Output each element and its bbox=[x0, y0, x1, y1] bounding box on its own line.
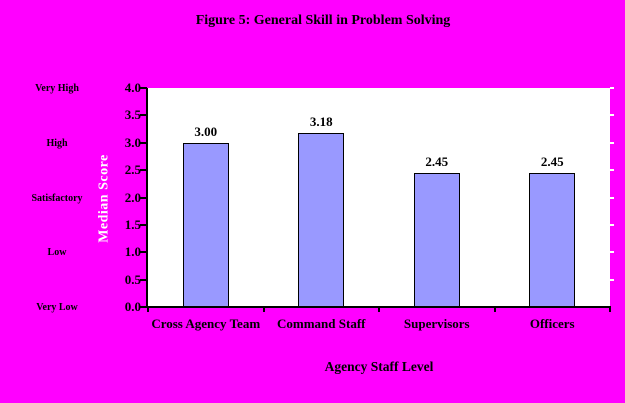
y-axis-tick bbox=[140, 114, 147, 117]
bar-value-label: 2.45 bbox=[540, 153, 564, 169]
y-axis-line bbox=[146, 88, 148, 308]
right-axis-tick bbox=[610, 169, 614, 172]
y-axis-tick bbox=[140, 223, 147, 226]
bar-value-label: 2.45 bbox=[425, 153, 449, 169]
y-scale-level-label: Satisfactory bbox=[31, 192, 83, 204]
x-axis-category-label: Command Staff bbox=[277, 316, 366, 331]
bar-value-label: 3.18 bbox=[309, 113, 333, 129]
right-axis-tick bbox=[610, 196, 614, 199]
chart-title: Figure 5: General Skill in Problem Solvi… bbox=[195, 13, 451, 28]
x-axis-tick bbox=[262, 306, 265, 312]
y-axis-tick bbox=[140, 251, 147, 254]
y-scale-level-label: Very High bbox=[35, 83, 79, 94]
y-axis-tick-label: 2.5 bbox=[124, 162, 141, 178]
y-axis-tick bbox=[140, 196, 147, 199]
y-axis-tick bbox=[140, 306, 147, 308]
y-axis-tick-label: 3.5 bbox=[124, 107, 141, 123]
right-axis-tick bbox=[610, 114, 614, 117]
x-axis-tick bbox=[147, 306, 149, 312]
right-axis-tick bbox=[610, 141, 614, 144]
y-axis-tick bbox=[140, 141, 147, 144]
x-axis-category-label: Officers bbox=[529, 316, 575, 331]
y-scale-level-label: High bbox=[46, 137, 68, 149]
right-axis-tick bbox=[610, 278, 614, 281]
x-axis-tick bbox=[493, 306, 496, 312]
y-scale-level-label: Very Low bbox=[36, 302, 78, 313]
y-axis-tick bbox=[140, 169, 147, 172]
right-axis-tick bbox=[610, 251, 614, 254]
bar-officers bbox=[529, 172, 576, 307]
right-axis-tick bbox=[610, 87, 614, 89]
x-axis-category-label: Cross Agency Team bbox=[151, 316, 261, 331]
bar-command-staff bbox=[298, 132, 345, 307]
x-axis-category-label: Supervisors bbox=[403, 316, 470, 331]
bar-value-label: 3.00 bbox=[194, 123, 218, 139]
y-axis-tick-label: 0.5 bbox=[124, 271, 141, 287]
y-axis-tick bbox=[140, 278, 147, 281]
y-axis-tick-label: 4.0 bbox=[124, 80, 141, 95]
y-axis-tick-label: 3.0 bbox=[124, 134, 141, 150]
y-axis-tick-label: 1.5 bbox=[124, 216, 141, 232]
right-axis-tick bbox=[610, 223, 614, 226]
y-axis-tick-label: 1.0 bbox=[124, 244, 141, 260]
x-axis-tick bbox=[609, 306, 611, 312]
y-axis-tick bbox=[140, 87, 147, 89]
x-axis-tick bbox=[378, 306, 380, 312]
y-scale-level-label: Low bbox=[47, 247, 67, 259]
x-axis-title: Agency Staff Level bbox=[324, 359, 434, 374]
y-axis-tick-label: 2.0 bbox=[124, 189, 141, 205]
bar-supervisors bbox=[413, 172, 460, 307]
bar-cross-agency-team bbox=[182, 142, 229, 307]
y-axis-tick-label: 0.0 bbox=[124, 299, 141, 314]
